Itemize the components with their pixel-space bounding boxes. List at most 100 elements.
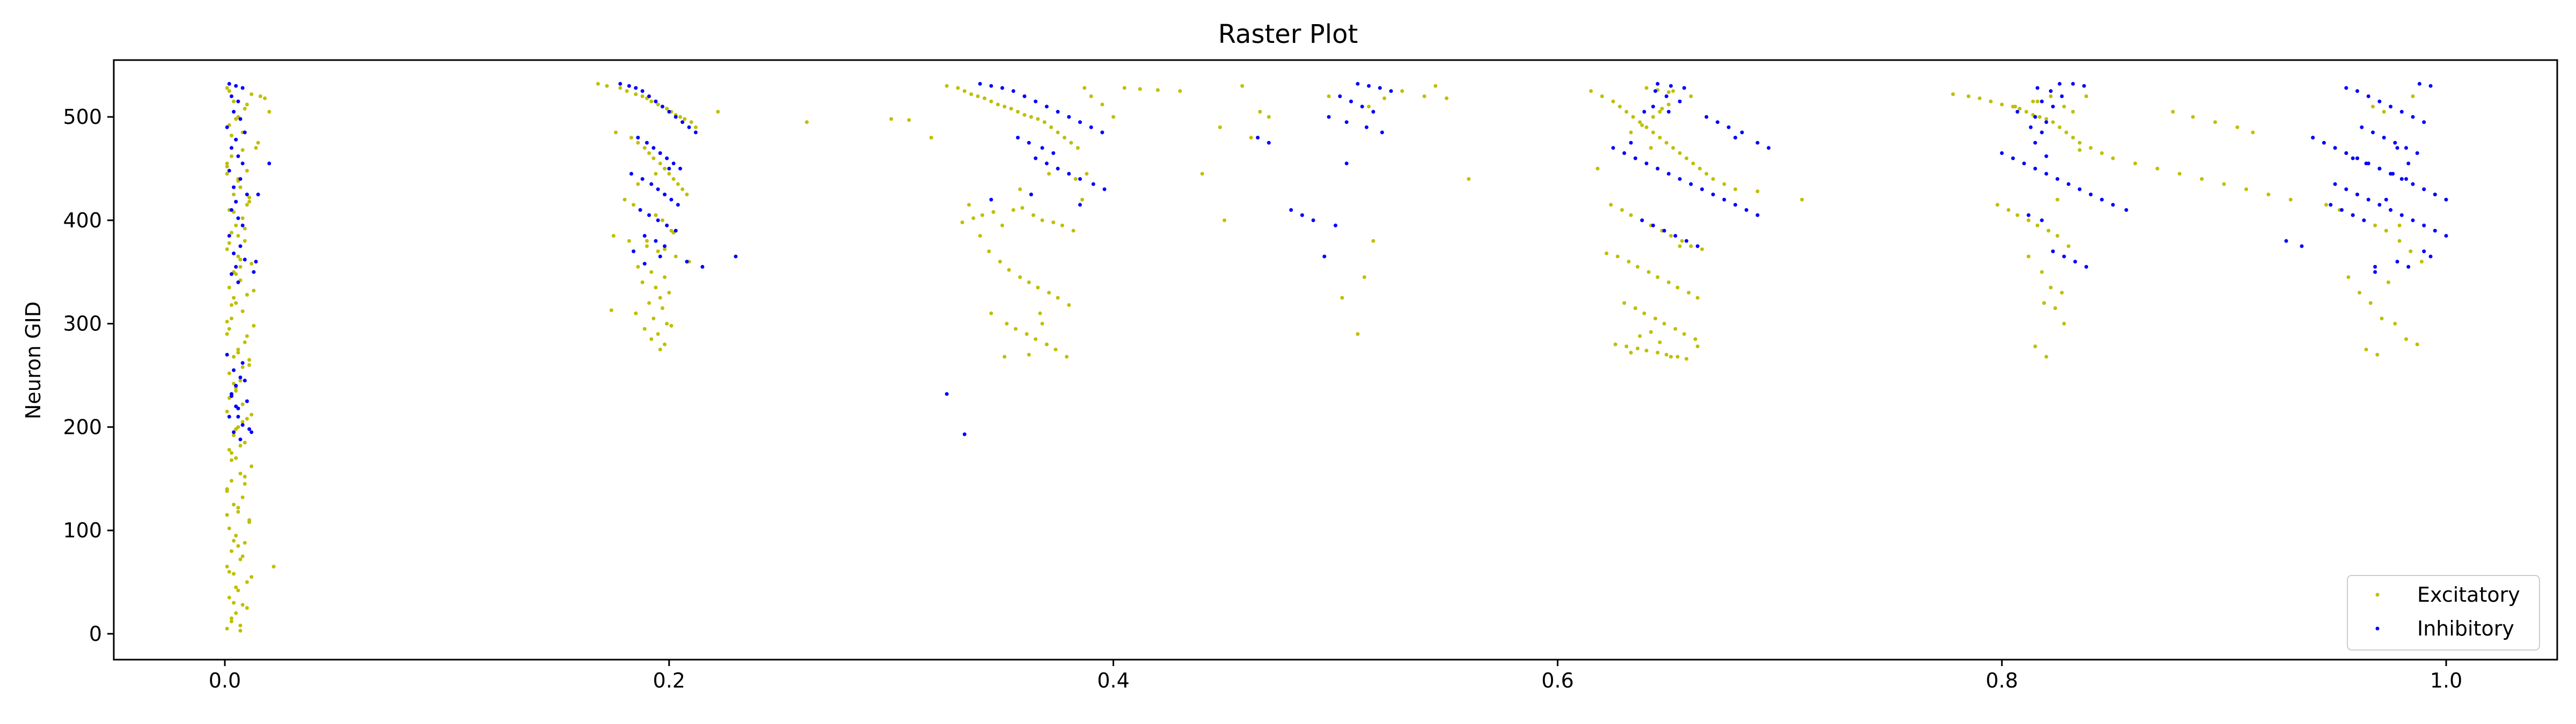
- spike-point-excitatory: [243, 441, 247, 445]
- spike-point-excitatory: [1978, 97, 1981, 100]
- spike-point-excitatory: [1669, 234, 1673, 238]
- spike-point-inhibitory: [241, 161, 245, 165]
- spike-point-excitatory: [1663, 322, 1666, 326]
- spike-point-inhibitory: [1012, 89, 1015, 93]
- spike-point-inhibitory: [658, 255, 662, 258]
- spike-point-inhibitory: [1755, 141, 1759, 145]
- spike-point-excitatory: [1074, 177, 1078, 181]
- spike-point-excitatory: [2045, 355, 2048, 359]
- spike-point-excitatory: [2371, 105, 2375, 108]
- spike-point-excitatory: [1665, 353, 1668, 357]
- spike-point-excitatory: [661, 306, 664, 310]
- spike-point-excitatory: [678, 115, 682, 119]
- spike-point-excitatory: [1667, 90, 1671, 94]
- spike-point-inhibitory: [2111, 203, 2115, 206]
- spike-point-excitatory: [1002, 355, 1006, 359]
- spike-point-excitatory: [1138, 87, 1142, 91]
- spike-point-excitatory: [236, 544, 240, 548]
- spike-point-inhibitory: [2391, 172, 2395, 176]
- spike-point-excitatory: [1007, 268, 1011, 272]
- spike-point-inhibitory: [1345, 120, 1349, 124]
- spike-point-inhibitory: [978, 82, 982, 86]
- spike-point-excitatory: [656, 332, 660, 336]
- spike-point-excitatory: [1340, 296, 1344, 300]
- spike-point-inhibitory: [1640, 218, 1644, 222]
- spike-point-excitatory: [247, 363, 251, 367]
- spike-point-inhibitory: [252, 270, 255, 274]
- spike-point-excitatory: [1645, 125, 1649, 129]
- spike-point-excitatory: [1051, 220, 1055, 224]
- spike-point-excitatory: [1698, 167, 1702, 171]
- spike-point-excitatory: [232, 539, 236, 543]
- spike-point-excitatory: [1642, 312, 1646, 315]
- spike-point-excitatory: [2036, 100, 2039, 104]
- spike-point-inhibitory: [661, 105, 664, 108]
- spike-point-excitatory: [1002, 105, 1006, 108]
- spike-point-excitatory: [2024, 110, 2028, 114]
- spike-point-excitatory: [1111, 115, 1115, 119]
- spike-point-inhibitory: [2125, 208, 2128, 212]
- spike-point-inhibitory: [2365, 161, 2368, 165]
- spike-point-inhibitory: [647, 213, 651, 217]
- spike-point-inhibitory: [1696, 245, 1700, 248]
- spike-point-excitatory: [945, 84, 949, 88]
- spike-point-excitatory: [1689, 245, 1693, 248]
- spike-point-inhibitory: [2422, 224, 2426, 227]
- spike-point-excitatory: [1041, 218, 1044, 222]
- spike-point-inhibitory: [2367, 94, 2370, 98]
- spike-point-inhibitory: [2073, 260, 2077, 263]
- spike-point-excitatory: [1634, 306, 1637, 310]
- y-tick-label: 300: [63, 312, 102, 336]
- spike-point-excitatory: [1645, 86, 1649, 90]
- spike-point-inhibitory: [2045, 172, 2048, 176]
- spike-point-inhibitory: [2429, 255, 2433, 258]
- spike-point-inhibitory: [1029, 193, 1033, 196]
- spike-point-inhibitory: [2026, 213, 2030, 217]
- spike-point-excitatory: [228, 372, 231, 375]
- spike-point-inhibitory: [1016, 136, 1020, 139]
- spike-point-excitatory: [2062, 105, 2066, 108]
- spike-point-excitatory: [1047, 172, 1051, 176]
- spike-point-excitatory: [1636, 346, 1640, 350]
- spike-point-excitatory: [230, 479, 233, 483]
- spike-point-excitatory: [1667, 280, 1671, 284]
- spike-point-inhibitory: [663, 245, 667, 248]
- spike-point-excitatory: [1027, 280, 1031, 284]
- spike-point-excitatory: [236, 255, 240, 258]
- spike-point-excitatory: [1056, 296, 1060, 300]
- spike-point-excitatory: [1065, 355, 1069, 359]
- spike-point-excitatory: [1029, 115, 1033, 119]
- spike-point-excitatory: [2055, 234, 2059, 238]
- spike-point-excitatory: [2387, 280, 2390, 284]
- spike-point-inhibitory: [649, 182, 653, 186]
- spike-point-inhibitory: [2067, 182, 2070, 186]
- spike-point-excitatory: [1656, 351, 1659, 354]
- spike-point-inhibitory: [2433, 193, 2437, 196]
- spike-point-excitatory: [2365, 348, 2368, 351]
- spike-point-inhibitory: [1345, 161, 1349, 165]
- spike-point-inhibitory: [1023, 94, 1027, 98]
- spike-point-excitatory: [243, 541, 247, 545]
- spike-point-excitatory: [225, 165, 229, 168]
- spike-point-inhibitory: [234, 84, 238, 88]
- spike-point-excitatory: [805, 120, 809, 124]
- spike-point-inhibitory: [643, 234, 647, 238]
- spike-point-excitatory: [1023, 113, 1027, 117]
- spike-point-excitatory: [2244, 187, 2248, 191]
- spike-point-inhibitory: [2344, 151, 2348, 155]
- spike-point-inhibitory: [236, 280, 240, 284]
- spike-point-excitatory: [2156, 167, 2160, 171]
- spike-point-excitatory: [987, 249, 991, 253]
- spike-point-excitatory: [232, 355, 236, 359]
- spike-point-excitatory: [2178, 172, 2182, 176]
- spike-point-inhibitory: [1045, 105, 1049, 108]
- spike-point-excitatory: [238, 186, 242, 189]
- spike-point-excitatory: [2053, 306, 2057, 310]
- spike-point-excitatory: [234, 611, 238, 615]
- spike-point-excitatory: [1034, 337, 1037, 341]
- spike-point-excitatory: [236, 588, 240, 592]
- spike-point-excitatory: [1638, 120, 1642, 124]
- spike-point-inhibitory: [2029, 125, 2033, 129]
- spike-point-excitatory: [252, 324, 255, 328]
- spike-point-inhibitory: [2340, 208, 2344, 212]
